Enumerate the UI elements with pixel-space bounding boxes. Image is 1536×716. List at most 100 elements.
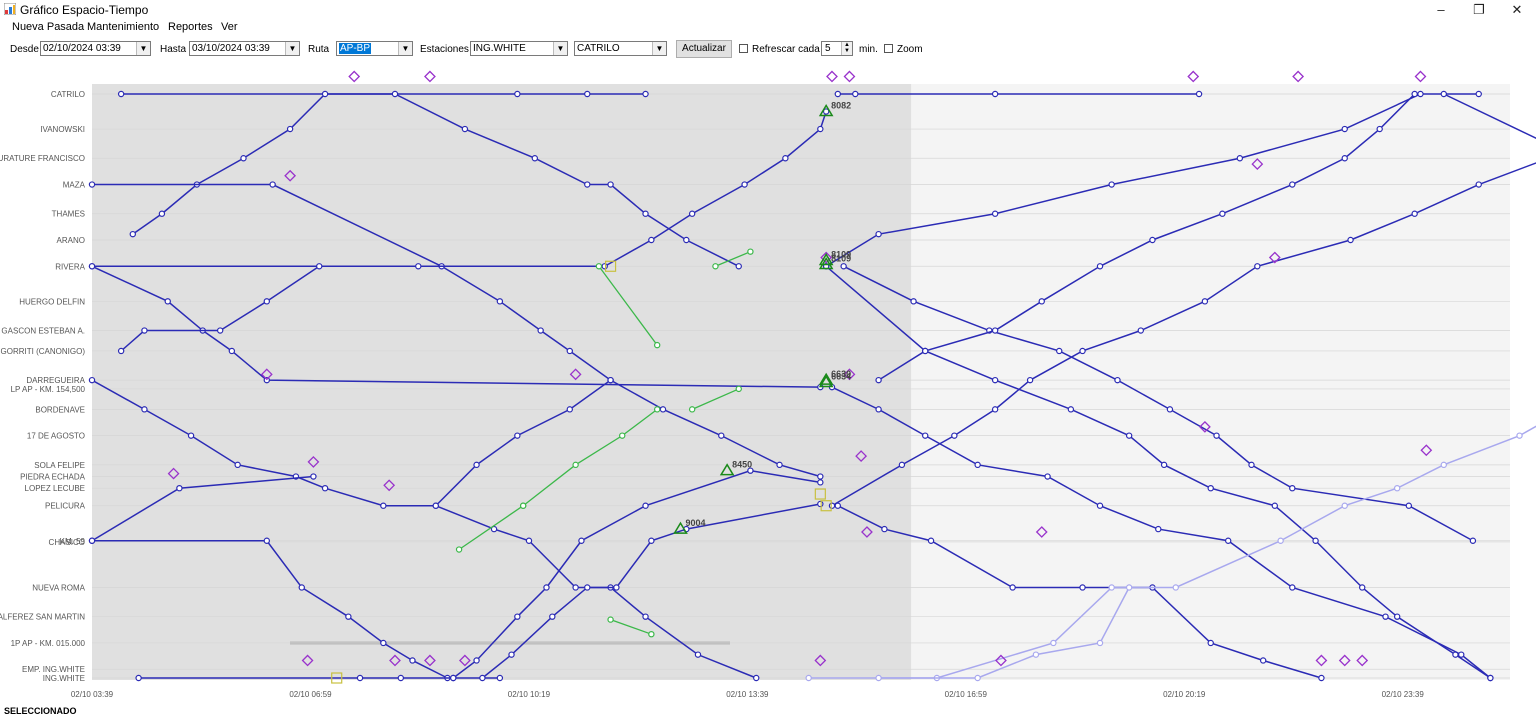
stop-point bbox=[1114, 376, 1121, 384]
stop-point bbox=[584, 584, 591, 591]
refrescar-minutes-stepper[interactable]: 5 ▲ ▼ bbox=[821, 41, 853, 56]
minimize-button[interactable]: – bbox=[1437, 2, 1445, 17]
hasta-datetime-picker[interactable]: 03/10/2024 03:39 ▼ bbox=[189, 41, 300, 56]
app-chart-icon bbox=[4, 3, 16, 15]
train-triangle-marker bbox=[719, 463, 735, 476]
stop-point bbox=[1067, 406, 1075, 413]
event-diamond-marker bbox=[855, 450, 868, 462]
event-diamond-marker bbox=[1420, 444, 1433, 457]
stop-point bbox=[642, 502, 649, 509]
zoom-label: Zoom bbox=[897, 44, 923, 55]
stop-point bbox=[875, 406, 882, 413]
station-label: RIVERA bbox=[55, 262, 85, 271]
stop-point bbox=[141, 406, 148, 413]
stop-point bbox=[1376, 125, 1383, 133]
event-diamond-marker bbox=[1268, 251, 1281, 264]
stop-point bbox=[1440, 90, 1447, 98]
event-diamond-marker bbox=[1198, 420, 1211, 433]
time-tick-label: 02/10 23:39 bbox=[1382, 690, 1425, 699]
stop-point bbox=[840, 263, 847, 270]
space-time-chart[interactable]: CATRILO IVANOWSKI MURATURE FRANCISCO MAZA TH… bbox=[0, 62, 1536, 706]
zoom-checkbox[interactable] bbox=[884, 44, 893, 53]
stop-point bbox=[776, 461, 783, 469]
actualizar-button[interactable]: Actualizar bbox=[676, 40, 732, 58]
menu-reportes[interactable]: Reportes bbox=[168, 21, 213, 33]
stop-point bbox=[1469, 537, 1477, 544]
estacion-hasta-select[interactable]: CATRILO ▼ bbox=[574, 41, 667, 56]
stop-point bbox=[263, 298, 270, 305]
stop-point bbox=[1289, 485, 1296, 492]
event-diamond-marker bbox=[424, 70, 436, 83]
stop-point bbox=[805, 674, 812, 682]
stop-point bbox=[473, 657, 480, 664]
stop-point bbox=[286, 125, 294, 133]
menu-nueva-pasada[interactable]: Nueva Pasada bbox=[12, 21, 85, 33]
event-diamond-marker bbox=[348, 70, 361, 83]
stop-point bbox=[1289, 181, 1296, 188]
train-number-label: 8082 bbox=[831, 101, 851, 111]
stop-point bbox=[537, 327, 544, 334]
menu-ver[interactable]: Ver bbox=[221, 21, 238, 33]
stop-point bbox=[455, 546, 463, 553]
stop-point bbox=[1026, 376, 1034, 384]
train-train-path bbox=[1443, 93, 1536, 140]
stop-point bbox=[450, 674, 457, 682]
stop-point bbox=[1516, 432, 1523, 439]
stop-point bbox=[578, 537, 585, 544]
stop-point bbox=[356, 674, 364, 682]
refrescar-checkbox[interactable] bbox=[739, 44, 748, 53]
station-label: ING.WHITE bbox=[43, 674, 85, 683]
stop-point bbox=[735, 263, 742, 270]
stop-point bbox=[1038, 298, 1045, 305]
chevron-down-icon[interactable]: ▼ bbox=[553, 42, 567, 55]
train-train-path bbox=[132, 93, 740, 267]
event-diamond-marker bbox=[843, 368, 856, 381]
station-label: DARREGUEIRA bbox=[26, 376, 85, 385]
restore-button[interactable]: ❐ bbox=[1473, 2, 1485, 17]
stop-point bbox=[543, 584, 550, 591]
menu-mantenimiento[interactable]: Mantenimiento bbox=[87, 21, 160, 33]
proposed-box-marker bbox=[814, 488, 826, 500]
selected-label: SELECCIONADO bbox=[4, 706, 77, 716]
stop-point bbox=[1207, 639, 1214, 647]
proposed-train-path bbox=[458, 505, 524, 551]
stop-point bbox=[1172, 584, 1179, 591]
event-diamond-marker bbox=[260, 368, 273, 381]
stop-point bbox=[875, 674, 882, 682]
stop-point bbox=[345, 613, 352, 620]
menu-bar: Nueva Pasada Mantenimiento Reportes Ver bbox=[0, 20, 1536, 36]
chevron-down-icon[interactable]: ▼ bbox=[285, 42, 299, 55]
stop-point bbox=[595, 263, 603, 270]
train-train-path bbox=[831, 386, 1491, 679]
stop-point bbox=[881, 525, 888, 533]
close-button[interactable]: ✕ bbox=[1511, 2, 1523, 17]
stop-point bbox=[514, 90, 521, 98]
stop-point bbox=[1411, 90, 1418, 98]
stop-point bbox=[834, 90, 842, 98]
proposed-box-marker bbox=[331, 672, 343, 684]
train-number-label: 6630 bbox=[831, 369, 851, 379]
ruta-select[interactable]: AP-BP ▼ bbox=[336, 41, 413, 56]
stepper-arrows-icon[interactable]: ▲ ▼ bbox=[841, 42, 852, 55]
proposed-train-path bbox=[598, 265, 658, 346]
stop-point bbox=[1347, 236, 1354, 244]
stop-point bbox=[1458, 651, 1465, 658]
stop-point bbox=[648, 631, 655, 638]
stop-point bbox=[1411, 210, 1418, 217]
ruta-label: Ruta bbox=[308, 44, 330, 55]
desde-datetime-picker[interactable]: 02/10/2024 03:39 ▼ bbox=[40, 41, 151, 56]
chevron-down-icon[interactable]: ▼ bbox=[652, 42, 666, 55]
refrescar-value: 5 bbox=[825, 43, 831, 54]
stop-point bbox=[566, 347, 573, 355]
station-label: THAMES bbox=[52, 210, 85, 219]
stop-point bbox=[519, 502, 527, 509]
chevron-down-icon[interactable]: ▼ bbox=[136, 42, 150, 55]
estacion-desde-select[interactable]: ING.WHITE ▼ bbox=[470, 41, 568, 56]
event-diamond-marker bbox=[1251, 158, 1264, 170]
stop-point bbox=[216, 327, 224, 334]
chevron-down-icon[interactable]: ▼ bbox=[398, 42, 412, 55]
stop-point bbox=[1254, 263, 1261, 270]
stop-point bbox=[1440, 461, 1447, 469]
event-diamond-marker bbox=[383, 479, 396, 492]
stop-point bbox=[694, 651, 702, 658]
